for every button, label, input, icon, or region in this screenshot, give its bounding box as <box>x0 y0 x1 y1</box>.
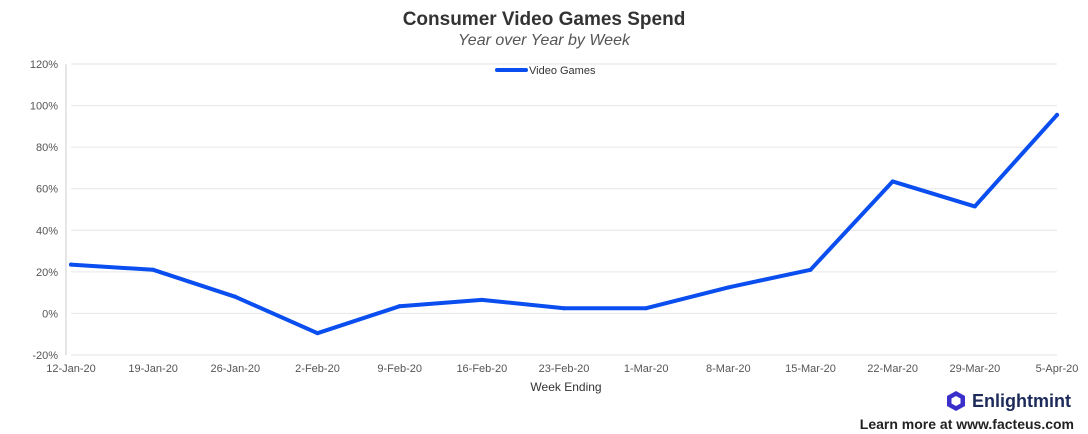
x-tick-label: 15-Mar-20 <box>785 363 836 375</box>
hexagon-logo-icon <box>947 391 965 411</box>
legend[interactable]: Video Games <box>495 65 596 77</box>
data-point <box>562 306 566 311</box>
legend-label: Video Games <box>529 65 596 77</box>
y-tick-label: 80% <box>36 142 58 154</box>
data-point <box>644 306 649 311</box>
data-point <box>233 294 238 299</box>
y-tick-label: 120% <box>30 59 58 71</box>
x-tick-label: 5-Apr-20 <box>1036 363 1079 375</box>
y-tick-label: 60% <box>36 184 58 196</box>
x-tick-label: 12-Jan-20 <box>46 363 96 375</box>
x-tick-label: 8-Mar-20 <box>706 363 751 375</box>
data-point <box>1055 112 1059 117</box>
x-tick-label: 19-Jan-20 <box>128 363 178 375</box>
data-point <box>479 297 484 302</box>
data-point <box>890 179 895 184</box>
x-axis-title: Week Ending <box>530 380 601 394</box>
y-tick-label: 100% <box>30 101 58 113</box>
data-point <box>726 285 731 290</box>
data-point <box>69 262 73 267</box>
data-point <box>151 267 156 272</box>
x-tick-label: 23-Feb-20 <box>539 363 590 375</box>
series-line-video-games <box>69 112 1059 336</box>
y-axis: -20% 0% 20% 40% 60% 80% 100% 120% <box>30 59 67 362</box>
data-point <box>808 267 813 272</box>
y-tick-label: 40% <box>36 225 58 237</box>
x-tick-label: 2-Feb-20 <box>295 363 340 375</box>
brand-name: Enlightmint <box>972 390 1071 411</box>
x-tick-label: 16-Feb-20 <box>456 363 507 375</box>
y-tick-label: 20% <box>36 267 58 279</box>
data-point <box>972 204 977 209</box>
grid-lines <box>71 63 1057 356</box>
series-layer <box>69 112 1059 336</box>
x-tick-label: 29-Mar-20 <box>949 363 1000 375</box>
x-tick-label: 9-Feb-20 <box>377 363 422 375</box>
y-tick-label: -20% <box>32 350 58 362</box>
y-tick-label: 0% <box>42 308 58 320</box>
chart-subtitle: Year over Year by Week <box>458 32 630 49</box>
x-tick-label: 22-Mar-20 <box>867 363 918 375</box>
brand-logo[interactable]: Enlightmint <box>946 390 1071 412</box>
x-tick-label: 1-Mar-20 <box>624 363 669 375</box>
data-point <box>397 304 402 309</box>
x-axis: 12-Jan-20 19-Jan-20 26-Jan-20 2-Feb-20 9-Feb… <box>46 363 1078 375</box>
footer-link-text[interactable]: Learn more at www.facteus.com <box>859 416 1074 432</box>
x-tick-label: 26-Jan-20 <box>211 363 261 375</box>
data-point <box>315 331 320 336</box>
chart-title: Consumer Video Games Spend <box>402 9 686 30</box>
